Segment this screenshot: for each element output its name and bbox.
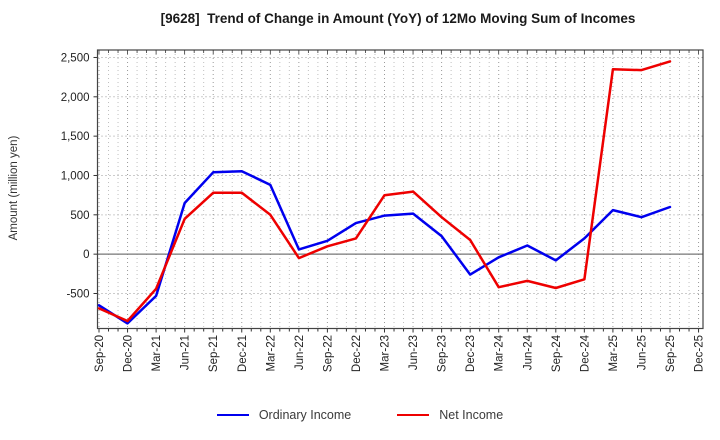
y-tick-label: 500: [70, 210, 89, 222]
y-tick-label: 2,500: [61, 52, 90, 64]
x-tick-label: Jun-21: [180, 335, 192, 370]
x-tick-label: Sep-21: [208, 335, 220, 372]
legend-label: Ordinary Income: [258, 408, 352, 422]
legend-item-ordinary-income: Ordinary Income: [216, 408, 352, 422]
y-tick-label: 0: [83, 249, 89, 261]
x-tick-label: Sep-20: [94, 335, 106, 372]
legend-label: Net Income: [439, 408, 504, 422]
x-tick-label: Dec-22: [351, 335, 363, 372]
x-tick-label: Jun-22: [294, 335, 306, 370]
x-tick-label: Mar-21: [151, 335, 163, 371]
y-tick-label: -500: [66, 288, 89, 300]
legend: Ordinary Income Net Income: [0, 401, 720, 429]
plot-area: 2,500 2,000 1,500 1,000 500 0 -500 Sep-20 Dec-20…: [61, 49, 706, 372]
series-line-net-income: [97, 60, 672, 323]
x-tick-label: Mar-24: [494, 334, 506, 371]
y-tick-label: 1,000: [61, 170, 90, 182]
x-tick-label: Dec-23: [465, 335, 477, 372]
y-tick-label: 1,500: [61, 131, 90, 143]
legend-line-swatch-red: [397, 414, 430, 416]
x-tick-label: Jun-23: [408, 335, 420, 370]
x-tick-label: Jun-25: [636, 335, 648, 370]
x-tick-label: Sep-24: [551, 334, 563, 372]
x-tick-label: Dec-20: [123, 335, 135, 372]
legend-line-swatch-blue: [216, 414, 249, 416]
x-tick-label: Sep-22: [322, 335, 334, 372]
chart-title: [9628] Trend of Change in Amount (YoY) o…: [160, 11, 636, 26]
x-tick-label: Mar-22: [265, 335, 277, 371]
y-tick-label: 2,000: [61, 92, 90, 104]
x-tick-label: Sep-23: [437, 335, 449, 372]
series-line-ordinary-income: [97, 169, 672, 325]
x-tick-label: Mar-23: [380, 335, 392, 371]
x-tick-label: Jun-24: [522, 334, 534, 370]
x-tick-label: Dec-24: [579, 334, 591, 372]
legend-item-net-income: Net Income: [397, 408, 503, 422]
x-tick-label: Sep-25: [665, 335, 677, 372]
x-tick-label: Dec-21: [237, 335, 249, 372]
x-tick-label: Dec-25: [694, 335, 706, 372]
x-tick-label: Mar-25: [608, 335, 620, 371]
